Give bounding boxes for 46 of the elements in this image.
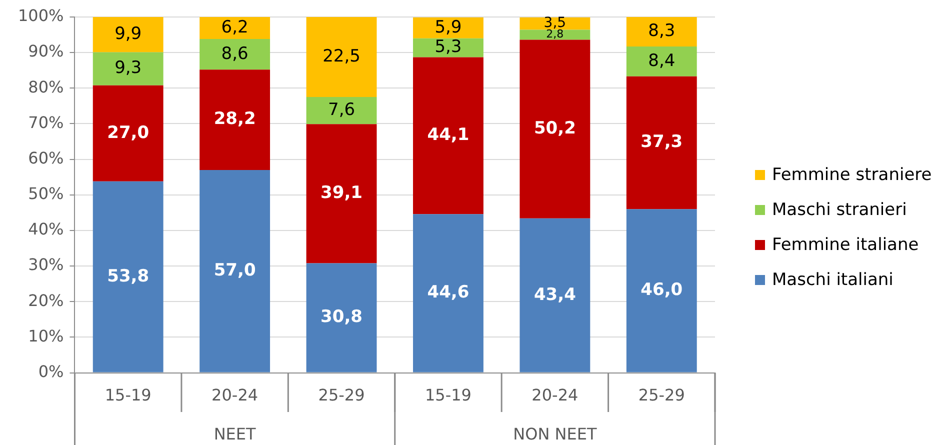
x-tick-label: 20-24 [212, 386, 258, 405]
y-tick-label: 40% [28, 220, 64, 239]
y-tick-label: 20% [28, 290, 64, 310]
data-label: 7,6 [328, 100, 356, 120]
data-label: 30,8 [320, 307, 362, 328]
data-label: 37,3 [640, 132, 683, 152]
y-tick-label: 30% [28, 255, 64, 274]
legend-label: Maschi italiani [772, 270, 894, 290]
data-label: 43,4 [534, 284, 576, 305]
data-label: 22,5 [322, 46, 360, 66]
data-label: 27,0 [107, 122, 150, 143]
data-label: 2,8 [546, 28, 564, 41]
data-label: 57,0 [214, 260, 256, 281]
data-label: 39,1 [320, 183, 362, 204]
text: NEET [214, 424, 256, 444]
data-label: 8,3 [648, 21, 676, 42]
data-label: 5,9 [434, 17, 462, 38]
x-tick-label: 15-19 [424, 386, 472, 405]
data-label: 6,2 [221, 17, 248, 38]
y-tick-label: 80% [28, 77, 64, 96]
data-label: 5,3 [434, 37, 462, 58]
data-label: 44,6 [427, 282, 470, 303]
data-label: 9,3 [114, 58, 142, 78]
data-label: 28,2 [214, 109, 256, 130]
x-tick-label: 25-29 [318, 386, 365, 405]
data-label: 50,2 [534, 118, 576, 138]
data-label: 44,1 [427, 125, 470, 146]
y-tick-label: 60% [28, 148, 64, 168]
y-tick-label: 70% [28, 112, 64, 132]
x-tick-label: 20-24 [532, 386, 578, 405]
data-label: 8,4 [648, 50, 676, 71]
data-label: 46,0 [640, 280, 683, 300]
legend-label: Femmine straniere [772, 165, 932, 185]
text: NON NEET [513, 424, 597, 444]
data-label: 53,8 [107, 266, 150, 286]
data-label: 8,6 [221, 44, 248, 64]
y-tick-label: 10% [28, 326, 64, 346]
x-tick-label: 25-29 [638, 386, 685, 405]
y-tick-label: 100% [18, 6, 64, 26]
y-tick-label: 50% [28, 184, 64, 204]
x-tick-label: 15-19 [104, 386, 152, 405]
y-tick-label: 0% [38, 362, 64, 381]
legend-label: Maschi stranieri [772, 200, 907, 220]
y-tick-label: 90% [28, 42, 64, 61]
data-label: 9,9 [114, 24, 142, 44]
legend-label: Femmine italiane [772, 235, 919, 255]
